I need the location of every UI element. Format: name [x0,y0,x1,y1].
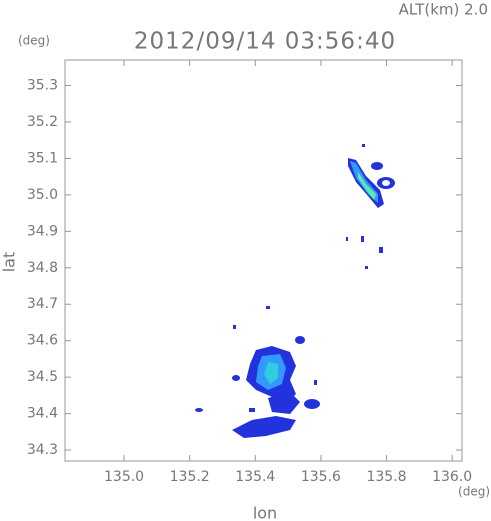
x-tick-label: 135.4 [235,469,275,485]
y-tick-label: 34.5 [27,369,58,385]
echo-cell [362,144,365,147]
x-axis-label: lon [253,504,277,521]
y-tick-label: 35.2 [27,114,58,130]
echo-cell [268,392,300,414]
echo-cell [232,416,296,438]
y-tick-label: 35.3 [27,78,58,94]
echo-cell [264,362,278,384]
y-tick-label: 34.9 [27,223,58,239]
altitude-label: ALT(km) 2.0 [399,1,488,19]
echo-cell [232,375,240,381]
y-tick-label: 35.1 [27,150,58,166]
echo-cell [233,325,236,329]
y-tick-label: 34.8 [27,260,58,276]
y-tick-label: 34.7 [27,296,58,312]
echo-cell [371,162,383,170]
x-unit: (deg) [458,485,490,499]
y-tick-label: 34.4 [27,406,58,422]
echo-cell [346,237,348,241]
echo-cell [379,247,383,253]
echo-gap [382,180,390,186]
y-tick-label: 35.0 [27,187,58,203]
echo-cell [304,399,320,409]
echo-cell [358,172,376,200]
echo-field [195,144,395,438]
x-tick-label: 135.0 [104,469,144,485]
x-tick-label: 135.6 [301,469,341,485]
echo-cell [365,266,368,269]
echo-cell [295,336,305,344]
plot-frame [64,59,463,462]
x-tick-label: 135.8 [366,469,406,485]
echo-cell [314,380,317,385]
y-tick-label: 34.6 [27,333,58,349]
echo-cell [195,408,203,412]
echo-cell [249,408,255,412]
echo-cell [266,306,270,309]
echo-cell [361,236,364,242]
y-tick-label: 34.3 [27,442,58,458]
x-tick-label: 135.2 [170,469,210,485]
x-tick-label: 136.0 [432,469,472,485]
chart-title: 2012/09/14 03:56:40 [134,29,396,55]
y-axis-label: lat [0,252,19,273]
y-unit: (deg) [18,34,50,48]
